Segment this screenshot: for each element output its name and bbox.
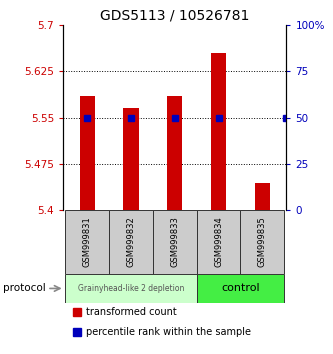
Text: percentile rank within the sample: percentile rank within the sample [86, 327, 250, 337]
FancyBboxPatch shape [153, 211, 197, 274]
Text: GSM999831: GSM999831 [83, 217, 92, 267]
Bar [124, 108, 139, 211]
Bar [211, 53, 226, 211]
Bar [167, 96, 182, 211]
Bar [80, 96, 95, 211]
Text: protocol: protocol [3, 284, 46, 293]
FancyBboxPatch shape [109, 211, 153, 274]
FancyBboxPatch shape [66, 274, 197, 303]
Text: GSM999833: GSM999833 [170, 217, 179, 267]
Text: GSM999832: GSM999832 [127, 217, 136, 267]
Text: GSM999835: GSM999835 [258, 217, 267, 267]
Text: transformed count: transformed count [86, 308, 176, 318]
Text: GSM999834: GSM999834 [214, 217, 223, 267]
Title: GDS5113 / 10526781: GDS5113 / 10526781 [100, 8, 249, 22]
FancyBboxPatch shape [240, 211, 284, 274]
Text: Grainyhead-like 2 depletion: Grainyhead-like 2 depletion [78, 284, 184, 293]
Bar [255, 183, 270, 211]
Text: control: control [221, 284, 260, 293]
FancyBboxPatch shape [197, 274, 284, 303]
FancyBboxPatch shape [197, 211, 240, 274]
FancyBboxPatch shape [66, 211, 109, 274]
